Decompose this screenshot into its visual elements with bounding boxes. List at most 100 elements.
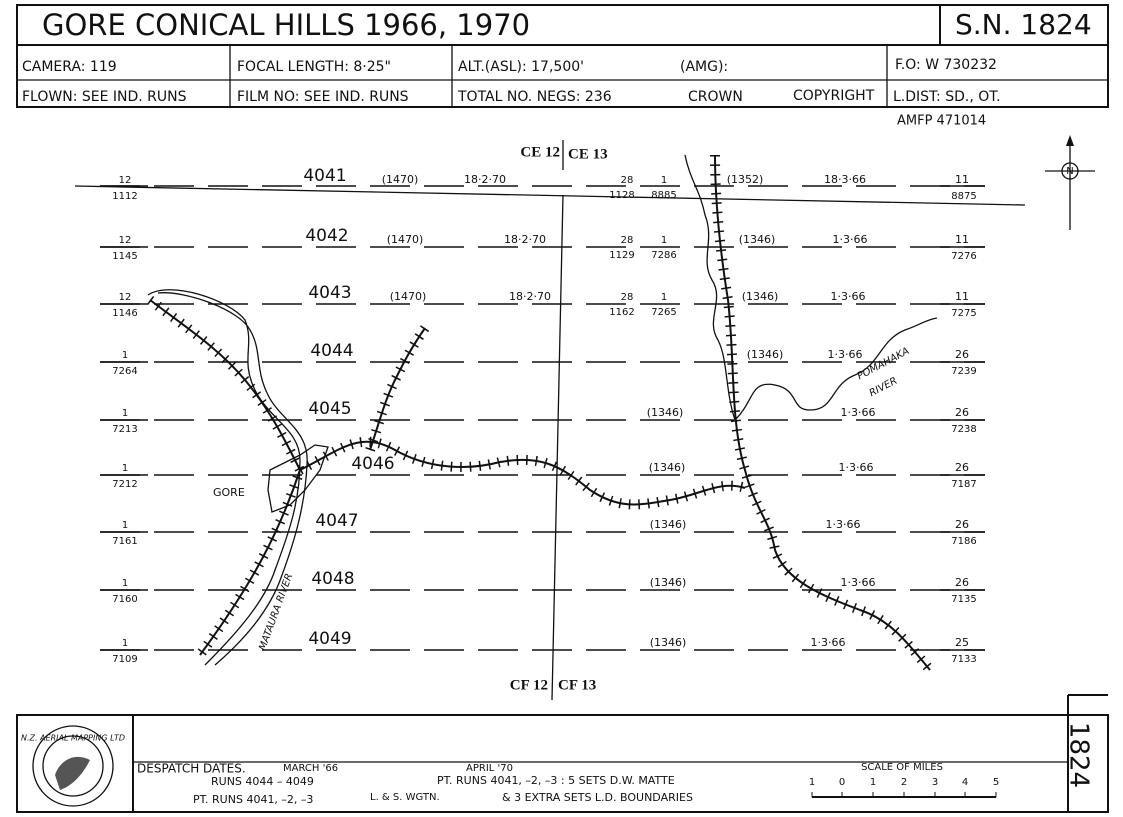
scale-tick-label: 2 <box>901 777 907 788</box>
film-no: FILM NO: SEE IND. RUNS <box>237 89 409 105</box>
frame-number: 1129 <box>609 250 634 261</box>
run-end: 26 <box>955 461 969 474</box>
run-annotation: (1470) <box>390 290 427 303</box>
run-annotation: (1346) <box>647 406 684 419</box>
run-end: 11 <box>955 173 969 186</box>
despatch-date: MARCH '66 <box>283 763 338 774</box>
run-annotation: 1·3·66 <box>811 636 846 649</box>
scale-title: SCALE OF MILES <box>861 762 943 773</box>
frame-number: 28 <box>621 292 634 303</box>
run-number: 4041 <box>303 166 346 186</box>
rivers <box>147 154 938 666</box>
run-annotation: 1·3·66 <box>833 233 868 246</box>
run-start: 1 <box>122 408 128 419</box>
frame-number: 1 <box>661 175 667 186</box>
run-start: 12 <box>119 235 132 246</box>
run-annotation: (1346) <box>650 518 687 531</box>
run-number: 4042 <box>305 226 348 246</box>
run-annotation: (1346) <box>650 576 687 589</box>
run-annotation: (1352) <box>727 173 764 186</box>
run-number: 4045 <box>308 399 351 419</box>
run-end: 26 <box>955 406 969 419</box>
run-annotation: (1470) <box>382 173 419 186</box>
run-start: 1145 <box>112 251 137 262</box>
run-start: 1 <box>122 578 128 589</box>
run-end: 25 <box>955 636 969 649</box>
run-annotation: 18·3·66 <box>824 173 866 186</box>
run-start: 1146 <box>112 308 137 319</box>
despatch-runs: PT. RUNS 4041, –2, –3 : 5 SETS D.W. MATT… <box>437 774 675 787</box>
copyright: COPYRIGHT <box>793 88 875 104</box>
run-end: 11 <box>955 233 969 246</box>
run-start: 12 <box>119 175 132 186</box>
run-end: 7186 <box>951 536 976 547</box>
footer: N.Z. AERIAL MAPPING LTD DESPATCH DATES. … <box>16 694 1109 813</box>
run-end: 26 <box>955 576 969 589</box>
run-start: 1 <box>122 638 128 649</box>
place-label: RIVER <box>868 375 900 399</box>
run-annotation: (1346) <box>649 461 686 474</box>
run-start: 7213 <box>112 424 137 435</box>
run-annotation: 18·2·70 <box>464 173 506 186</box>
sheet-number: S.N. 1824 <box>955 8 1092 41</box>
run-number: 4047 <box>315 511 358 531</box>
run-end: 7135 <box>951 594 976 605</box>
run-number: 4044 <box>310 341 353 361</box>
scale-bar: 1 0 1 2 3 4 5 <box>809 777 999 798</box>
frame-number: 1128 <box>609 190 634 201</box>
run-number: 4043 <box>308 283 351 303</box>
run-annotation: 1·3·66 <box>831 290 866 303</box>
run-start: 7109 <box>112 654 137 665</box>
frame-number: 1 <box>661 235 667 246</box>
side-number: 1824 <box>1064 722 1094 788</box>
run-annotation: (1346) <box>650 636 687 649</box>
logo: N.Z. AERIAL MAPPING LTD <box>21 725 125 807</box>
scale-tick-label: 1 <box>870 777 876 788</box>
scale-tick-label: 0 <box>839 777 845 788</box>
run-end: 7187 <box>951 479 976 490</box>
amg: (AMG): <box>680 59 728 75</box>
run-annotation: 1·3·66 <box>828 348 863 361</box>
north-label: N <box>1066 166 1073 177</box>
run-number: 4048 <box>311 569 354 589</box>
scale-tick-label: 3 <box>932 777 938 788</box>
footer-frame <box>16 714 1109 813</box>
sheet-line <box>74 185 1026 206</box>
run-start: 1112 <box>112 191 137 202</box>
frame-number: 1 <box>661 292 667 303</box>
flown: FLOWN: SEE IND. RUNS <box>22 89 187 105</box>
run-end: 7276 <box>951 251 976 262</box>
fo: F.O: W 730232 <box>895 57 997 73</box>
sheet-label: CE 13 <box>568 146 608 162</box>
run-end: 7238 <box>951 424 976 435</box>
camera: CAMERA: 119 <box>22 59 117 75</box>
run-end: 26 <box>955 518 969 531</box>
despatch-date: APRIL '70 <box>466 763 513 774</box>
sheet-line <box>551 194 564 701</box>
extra-sets: & 3 EXTRA SETS L.D. BOUNDARIES <box>502 791 693 804</box>
frame-number: 28 <box>621 235 634 246</box>
run-start: 12 <box>119 292 132 303</box>
run-annotation: 18·2·70 <box>504 233 546 246</box>
despatch: DESPATCH DATES. <box>137 762 246 776</box>
run-annotation: (1346) <box>739 233 776 246</box>
run-number: 4046 <box>351 454 394 474</box>
place-label: POMAHAKA <box>856 346 912 383</box>
run-end: 11 <box>955 290 969 303</box>
run-annotation: 1·3·66 <box>826 518 861 531</box>
run-number: 4049 <box>308 629 351 649</box>
logo-text: N.Z. AERIAL MAPPING LTD <box>21 734 125 743</box>
crown: CROWN <box>688 89 743 105</box>
run-annotation: 1·3·66 <box>839 461 874 474</box>
run-end: 8875 <box>951 191 976 202</box>
scale-tick-label: 4 <box>962 777 968 788</box>
sheet-label: CF 13 <box>558 677 596 693</box>
railways <box>147 154 934 674</box>
run-start: 1 <box>122 350 128 361</box>
run-end: 7133 <box>951 654 976 665</box>
run-end: 7275 <box>951 308 976 319</box>
run-annotation: (1470) <box>387 233 424 246</box>
run-start: 1 <box>122 520 128 531</box>
sheet-label: CF 12 <box>510 677 548 693</box>
